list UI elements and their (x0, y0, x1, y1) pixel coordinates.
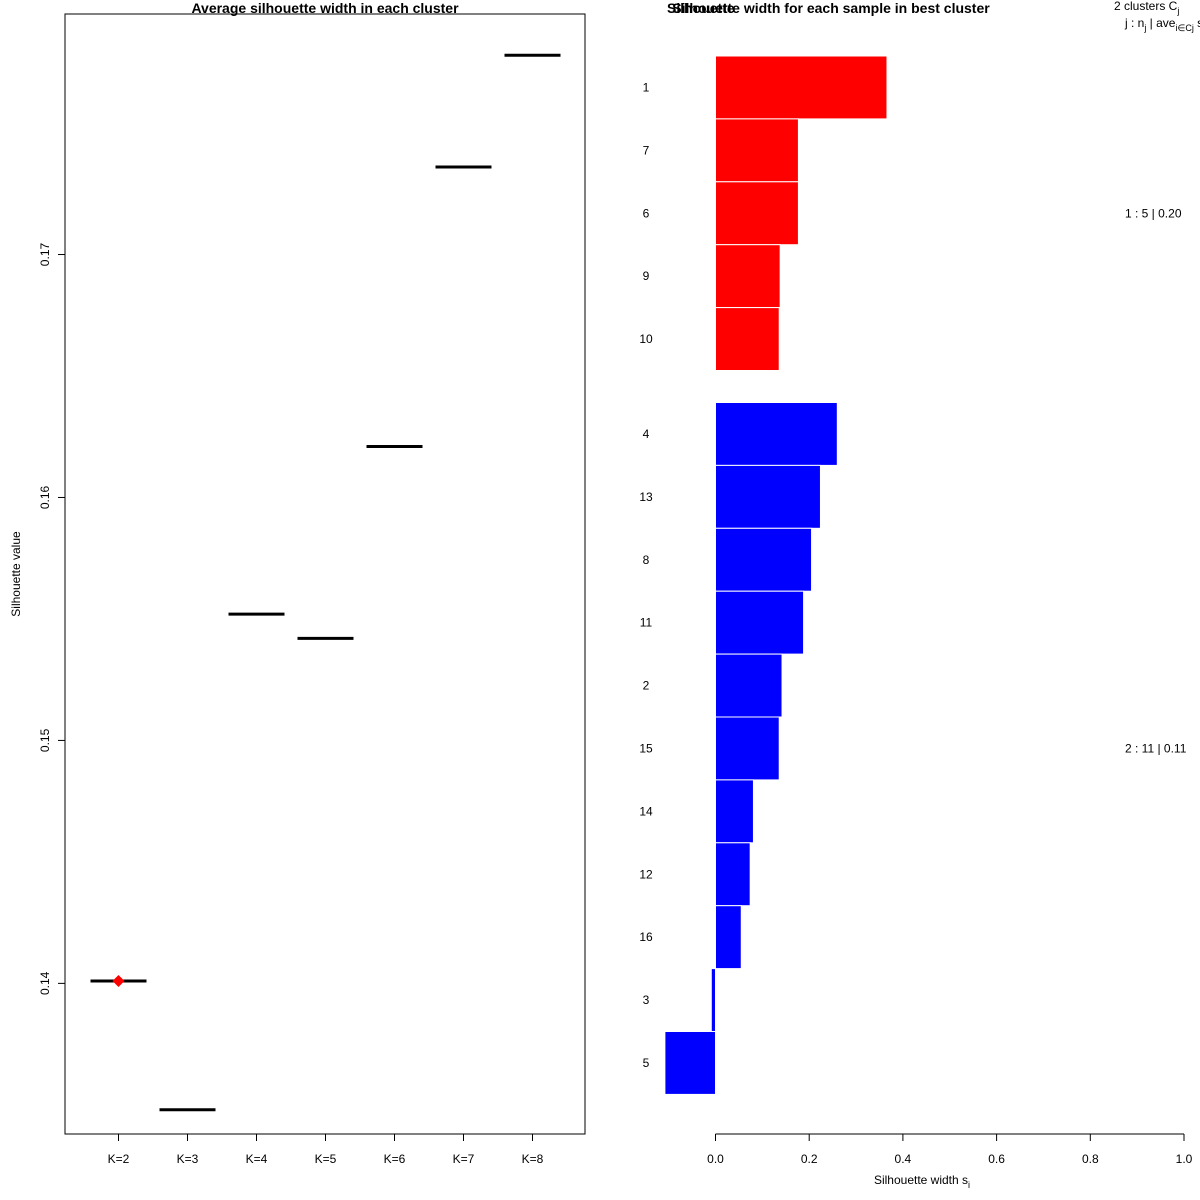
sample-silhouette-panel: Silhouette Silhouette width for each sam… (639, 0, 1200, 1190)
silhouette-bar (715, 244, 781, 309)
sample-label: 7 (643, 143, 650, 157)
right-x-tick-label: 0.6 (988, 1152, 1005, 1166)
left-y-tick-label: 0.14 (38, 971, 52, 995)
left-y-tick-label: 0.15 (38, 728, 52, 752)
silhouette-bar (715, 464, 821, 529)
left-x-tick-label: K=2 (108, 1152, 130, 1166)
left-chart-title: Average silhouette width in each cluster (191, 0, 459, 16)
avg-silhouette-panel: Average silhouette width in each cluster… (9, 0, 586, 1166)
right-x-tick-label: 0.8 (1082, 1152, 1099, 1166)
cluster-summary: 2 : 11 | 0.11 (1125, 741, 1187, 755)
left-x-tick-label: K=8 (522, 1152, 544, 1166)
sample-label: 1 (643, 80, 650, 94)
silhouette-bar (715, 307, 780, 372)
sample-label: 8 (643, 553, 650, 567)
silhouette-bar (715, 716, 780, 781)
cluster-summary: 1 : 5 | 0.20 (1125, 206, 1182, 220)
sample-label: 3 (643, 993, 650, 1007)
silhouette-bar (715, 779, 754, 844)
sample-label: 10 (639, 332, 653, 346)
sample-label: 4 (643, 427, 650, 441)
silhouette-bar (715, 653, 783, 718)
sample-label: 2 (643, 679, 650, 693)
sample-label: 14 (639, 804, 653, 818)
left-y-axis-label: Silhouette value (9, 531, 23, 617)
left-plot-frame (64, 13, 586, 1135)
left-x-tick-label: K=3 (177, 1152, 199, 1166)
silhouette-bar (715, 181, 799, 246)
sample-label: 13 (639, 490, 653, 504)
silhouette-bar (664, 1031, 716, 1095)
best-k-diamond-marker (112, 974, 125, 987)
silhouette-bar (715, 55, 888, 120)
right-x-tick-label: 0.2 (801, 1152, 818, 1166)
sample-label: 5 (643, 1056, 650, 1070)
right-overlapping-title: Silhouette (667, 0, 735, 16)
right-chart-title: Silhouette width for each sample in best… (672, 0, 990, 16)
right-x-axis-label: Silhouette width si (874, 1173, 970, 1190)
left-x-tick-label: K=6 (384, 1152, 406, 1166)
silhouette-bar (715, 402, 838, 466)
silhouette-bar (715, 905, 742, 970)
left-y-tick-label: 0.17 (38, 243, 52, 267)
left-x-tick-label: K=5 (315, 1152, 337, 1166)
sample-label: 12 (639, 867, 653, 881)
right-x-axis: 0.0 0.2 0.4 0.6 0.8 1.0 (707, 1133, 1193, 1166)
silhouette-bar (715, 527, 813, 592)
left-x-tick-label: K=7 (453, 1152, 475, 1166)
sample-label: 6 (643, 206, 650, 220)
silhouette-bar (715, 118, 799, 183)
sample-label: 15 (639, 741, 653, 755)
right-x-tick-label: 0.0 (707, 1152, 724, 1166)
silhouette-bar (715, 590, 805, 655)
sample-label: 11 (640, 616, 653, 630)
sample-label: 16 (639, 930, 653, 944)
left-x-tick-label: K=4 (246, 1152, 268, 1166)
legend-header-line2: j : nj | avei∈Cj s (1124, 16, 1200, 33)
right-cluster-summaries: 1 : 5 | 0.20 2 : 11 | 0.11 (1125, 206, 1187, 755)
right-x-tick-label: 1.0 (1176, 1152, 1193, 1166)
silhouette-bar (715, 842, 751, 907)
left-y-tick-label: 0.16 (38, 485, 52, 509)
sample-label: 9 (643, 269, 650, 283)
silhouette-bar (710, 968, 717, 1032)
right-x-tick-label: 0.4 (895, 1152, 912, 1166)
left-x-axis: K=2 K=3 K=4 K=5 K=6 K=7 K=8 (108, 1134, 544, 1166)
left-marks (90, 53, 561, 1112)
legend-header-line1: 2 clusters Cj (1114, 0, 1179, 16)
right-bars (664, 55, 888, 1095)
left-y-axis: 0.14 0.15 0.16 0.17 (38, 243, 65, 995)
legend-header: 2 clusters Cj j : nj | avei∈Cj s (1114, 0, 1200, 33)
right-sample-labels: 1 7 6 9 10 4 13 8 11 2 15 14 12 16 3 5 (639, 80, 653, 1069)
